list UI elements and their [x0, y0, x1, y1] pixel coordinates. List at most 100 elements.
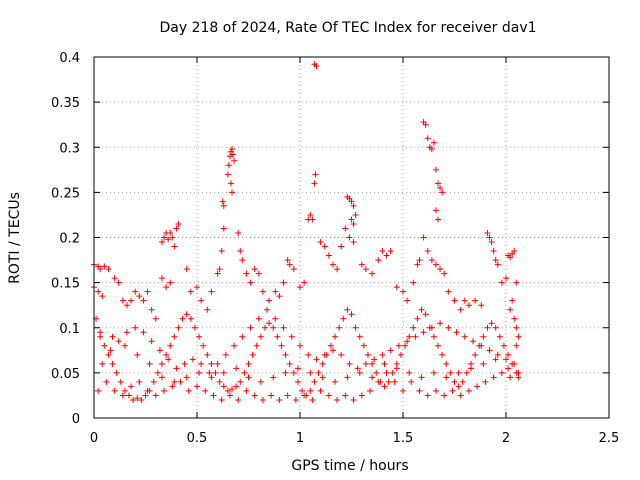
data-point [507, 306, 514, 313]
data-point [352, 211, 359, 218]
data-point [494, 351, 501, 358]
data-point [266, 320, 273, 327]
data-point [387, 347, 394, 354]
data-point [239, 333, 246, 340]
data-point [272, 315, 279, 322]
data-point [375, 257, 382, 264]
data-point [342, 392, 349, 399]
data-point [447, 369, 454, 376]
data-point [342, 225, 349, 232]
data-point [173, 365, 180, 372]
data-point [282, 369, 289, 376]
data-point [406, 369, 413, 376]
data-point [272, 288, 279, 295]
data-point [371, 356, 378, 363]
data-point [167, 229, 174, 236]
data-point [496, 333, 503, 340]
y-tick-label: 0.15 [51, 277, 80, 292]
y-tick-label: 0.25 [51, 186, 80, 201]
data-point [513, 342, 520, 349]
data-point [259, 396, 266, 403]
data-point [305, 351, 312, 358]
data-point [206, 369, 213, 376]
data-point [307, 211, 314, 218]
data-point [226, 153, 233, 160]
data-point [255, 270, 262, 277]
data-point [478, 342, 485, 349]
data-point [245, 360, 252, 367]
data-point [500, 342, 507, 349]
data-point [430, 369, 437, 376]
data-point [412, 333, 419, 340]
data-point [183, 266, 190, 273]
data-point [220, 383, 227, 390]
data-point [280, 324, 287, 331]
data-point [117, 378, 124, 385]
data-point [373, 369, 380, 376]
data-point [360, 342, 367, 349]
data-point [350, 396, 357, 403]
data-point [311, 378, 318, 385]
data-point [461, 333, 468, 340]
data-point [312, 171, 319, 178]
data-point [511, 360, 518, 367]
data-point [498, 279, 505, 286]
data-point [470, 338, 477, 345]
data-point [136, 293, 143, 300]
data-point [432, 207, 439, 214]
data-point [274, 333, 281, 340]
data-point [243, 270, 250, 277]
data-point [432, 387, 439, 394]
data-point [453, 329, 460, 336]
data-point [128, 383, 135, 390]
data-points [91, 61, 522, 403]
data-point [121, 387, 128, 394]
data-point [138, 396, 145, 403]
data-point [148, 338, 155, 345]
data-point [109, 333, 116, 340]
data-point [220, 225, 227, 232]
data-point [229, 386, 236, 393]
data-point [327, 342, 334, 349]
data-point [404, 338, 411, 345]
data-point [284, 257, 291, 264]
data-point [175, 324, 182, 331]
data-point [216, 266, 223, 273]
data-point [416, 387, 423, 394]
data-point [167, 279, 174, 286]
data-point [513, 279, 520, 286]
data-point [455, 369, 462, 376]
data-point [492, 356, 499, 363]
data-point [424, 248, 431, 255]
data-point [204, 306, 211, 313]
data-point [369, 360, 376, 367]
data-point [472, 351, 479, 358]
data-point [338, 243, 345, 250]
data-point [233, 365, 240, 372]
data-point [161, 387, 168, 394]
data-point [200, 342, 207, 349]
data-point [463, 369, 470, 376]
data-point [183, 374, 190, 381]
data-point [375, 378, 382, 385]
data-point [416, 257, 423, 264]
data-point [354, 365, 361, 372]
data-point [397, 351, 404, 358]
data-point [111, 275, 118, 282]
data-point [247, 279, 254, 286]
data-point [225, 162, 232, 169]
data-point [422, 121, 429, 128]
data-point [311, 180, 318, 187]
data-point [284, 392, 291, 399]
data-point [167, 342, 174, 349]
data-point [198, 360, 205, 367]
data-point [352, 324, 359, 331]
data-point [282, 351, 289, 358]
data-point [511, 248, 518, 255]
data-point [309, 216, 316, 223]
data-point [99, 293, 106, 300]
data-point [346, 360, 353, 367]
data-point [290, 266, 297, 273]
data-point [165, 236, 172, 243]
y-axis-label: ROTI / TECUs [7, 192, 23, 284]
